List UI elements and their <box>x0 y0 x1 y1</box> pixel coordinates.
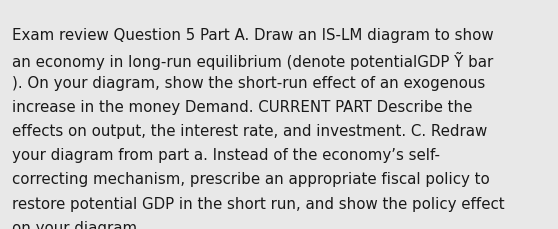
Text: your diagram from part a. Instead of the economy’s self-: your diagram from part a. Instead of the… <box>12 148 440 163</box>
Text: Exam review Question 5 Part A. Draw an IS-LM diagram to show: Exam review Question 5 Part A. Draw an I… <box>12 27 494 42</box>
Text: ). On your diagram, show the short-run effect of an exogenous: ). On your diagram, show the short-run e… <box>12 76 485 90</box>
Text: correcting mechanism, prescribe an appropriate fiscal policy to: correcting mechanism, prescribe an appro… <box>12 172 490 187</box>
Text: an economy in long-run equilibrium (denote potentialGDP Ỹ bar: an economy in long-run equilibrium (deno… <box>12 52 493 69</box>
Text: restore potential GDP in the short run, and show the policy effect: restore potential GDP in the short run, … <box>12 196 505 211</box>
Text: effects on output, the interest rate, and investment. C. Redraw: effects on output, the interest rate, an… <box>12 124 488 139</box>
Text: on your diagram.: on your diagram. <box>12 220 142 229</box>
Text: increase in the money Demand. CURRENT PART Describe the: increase in the money Demand. CURRENT PA… <box>12 100 473 114</box>
